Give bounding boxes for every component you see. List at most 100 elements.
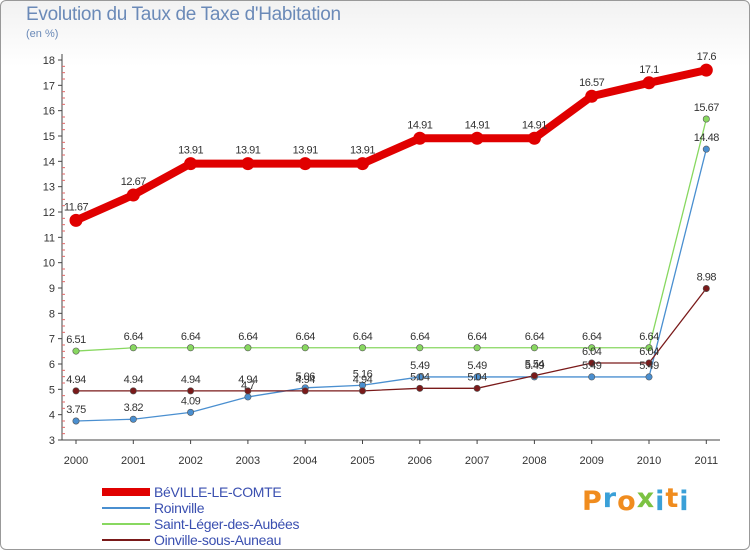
data-point [358, 344, 366, 352]
data-point [358, 387, 366, 395]
logo-letter: x [636, 483, 656, 514]
data-label: 5.49 [410, 360, 430, 372]
data-point [72, 417, 80, 425]
x-tick-label: 2009 [579, 455, 603, 467]
data-label: 5.06 [295, 371, 315, 383]
data-point [129, 415, 137, 423]
data-label: 4.94 [181, 374, 201, 386]
data-label: 4.09 [181, 395, 201, 407]
data-label: 11.67 [64, 201, 89, 213]
data-point [301, 387, 309, 395]
data-point [413, 131, 427, 145]
logo-letter: P [582, 486, 603, 517]
data-point [585, 89, 599, 103]
x-tick-label: 2008 [522, 455, 546, 467]
y-tick-label: 11 [44, 232, 55, 244]
y-tick-label: 13 [43, 182, 55, 194]
legend-swatch [102, 539, 150, 541]
y-tick-label: 16 [43, 106, 55, 118]
data-point [702, 285, 710, 293]
x-tick-label: 2001 [121, 455, 145, 467]
data-point [588, 359, 596, 367]
data-label: 3.75 [66, 404, 86, 416]
y-tick-label: 14 [43, 156, 55, 168]
x-tick-label: 2007 [465, 455, 489, 467]
data-label: 4.7 [241, 380, 255, 392]
data-point [645, 359, 653, 367]
unit-label: (en %) [26, 28, 59, 40]
data-point [69, 213, 83, 227]
data-label: 12.67 [121, 176, 146, 188]
proxiti-logo: Proxiti [582, 483, 690, 517]
logo-letter: o [617, 486, 637, 517]
legend-swatch [102, 507, 150, 509]
data-label: 5.16 [353, 368, 373, 380]
data-point [588, 344, 596, 352]
x-tick-label: 2011 [694, 455, 718, 467]
data-label: 5.54 [525, 359, 545, 371]
chart-title: Evolution du Taux de Taxe d'Habitation [26, 4, 341, 25]
logo-letter: t [665, 483, 680, 514]
data-label: 6.64 [410, 331, 430, 343]
data-point [416, 344, 424, 352]
data-point [416, 384, 424, 392]
legend-label: Oinville-sous-Auneau [154, 532, 282, 548]
data-label: 8.98 [697, 272, 717, 284]
data-label: 6.64 [582, 331, 602, 343]
data-label: 13.91 [235, 145, 260, 157]
data-label: 13.91 [293, 145, 318, 157]
data-point [301, 344, 309, 352]
data-label: 5.49 [639, 360, 659, 372]
data-point [126, 188, 140, 202]
y-tick-label: 7 [49, 334, 55, 346]
data-point [72, 387, 80, 395]
data-point [184, 157, 198, 171]
data-point [702, 115, 710, 123]
data-label: 6.64 [295, 331, 315, 343]
data-label: 6.64 [353, 331, 373, 343]
data-label: 3.82 [124, 402, 144, 414]
data-point [187, 344, 195, 352]
logo-letter: i [655, 486, 666, 517]
data-point [244, 344, 252, 352]
data-point [298, 157, 312, 171]
data-point [470, 131, 484, 145]
y-tick-label: 3 [49, 435, 55, 447]
data-label: 6.64 [525, 331, 545, 343]
data-point [527, 131, 541, 145]
data-point [530, 372, 538, 380]
data-label: 4.94 [238, 374, 258, 386]
data-label: 5.49 [582, 360, 602, 372]
data-label: 16.57 [579, 77, 604, 89]
data-label: 17.1 [639, 64, 659, 76]
data-point [588, 373, 596, 381]
series-line-2 [75, 118, 707, 352]
y-tick-label: 10 [43, 258, 55, 270]
data-point [187, 387, 195, 395]
y-tick-label: 15 [43, 131, 55, 143]
x-tick-label: 2000 [64, 455, 88, 467]
legend-swatch [102, 523, 150, 525]
y-tick-label: 17 [43, 80, 55, 92]
data-point [645, 344, 653, 352]
data-point [699, 63, 713, 77]
logo-letter: i [679, 486, 690, 517]
legend-swatch [102, 488, 150, 496]
y-tick-label: 9 [49, 283, 55, 295]
y-tick-label: 6 [49, 359, 55, 371]
logo-letter: r [602, 483, 618, 514]
data-label: 5.04 [467, 371, 487, 383]
data-point [473, 373, 481, 381]
data-point [642, 76, 656, 90]
data-label: 6.04 [639, 346, 659, 358]
data-label: 13.91 [350, 145, 375, 157]
data-label: 4.94 [353, 374, 373, 386]
data-point [473, 384, 481, 392]
data-point [244, 393, 252, 401]
data-point [416, 373, 424, 381]
data-label: 6.04 [582, 346, 602, 358]
data-label: 5.49 [467, 360, 487, 372]
y-tick-label: 18 [43, 55, 55, 67]
x-tick-label: 2010 [637, 455, 661, 467]
data-label: 4.94 [124, 374, 144, 386]
